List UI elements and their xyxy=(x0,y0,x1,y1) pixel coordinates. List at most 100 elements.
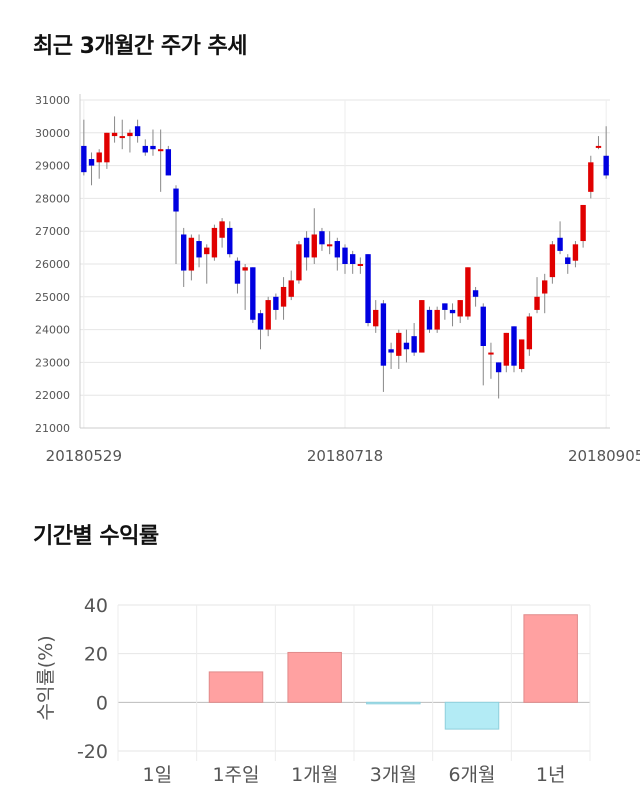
candle-body xyxy=(542,280,548,294)
x-tick-label: 1개월 xyxy=(291,764,338,786)
returns-chart-title: 기간별 수익률 xyxy=(33,524,159,549)
candle-body xyxy=(588,162,594,192)
y-tick-label: 27000 xyxy=(35,225,70,238)
candle-body xyxy=(396,332,402,356)
candle-body xyxy=(127,132,133,137)
x-tick-label: 6개월 xyxy=(448,764,495,786)
candle-body xyxy=(380,303,387,366)
candle-body xyxy=(357,264,364,266)
candle-body xyxy=(119,136,125,139)
candle-body xyxy=(426,309,433,330)
y-tick-label: 26000 xyxy=(35,258,70,271)
candle-body xyxy=(495,362,502,373)
y-tick-label: 29000 xyxy=(35,160,70,173)
candle-body xyxy=(349,254,356,264)
candle-body xyxy=(173,188,179,212)
candle-body xyxy=(488,352,494,355)
y-axis-label: 수익률(%) xyxy=(35,635,57,720)
candle-body xyxy=(288,280,294,297)
candle-body xyxy=(211,227,218,258)
candle-body xyxy=(442,303,448,310)
candle-body xyxy=(250,267,256,320)
y-tick-label: 28000 xyxy=(35,192,70,205)
y-tick-label: 21000 xyxy=(35,422,70,435)
y-tick-label: 30000 xyxy=(35,127,70,140)
candle-body xyxy=(280,286,287,307)
y-tick-label: 31000 xyxy=(35,94,70,107)
candle-body xyxy=(111,132,118,137)
y-tick-label: 40 xyxy=(84,595,108,617)
candle-body xyxy=(326,244,333,247)
candle-body xyxy=(134,126,141,137)
candle-body xyxy=(595,145,602,148)
candle-body xyxy=(303,237,310,258)
candle-body xyxy=(365,254,371,324)
candle-body xyxy=(419,300,425,353)
x-tick-label: 20180718 xyxy=(307,447,383,465)
x-tick-label: 1년 xyxy=(536,764,566,786)
candle-body xyxy=(219,221,225,238)
candle-body xyxy=(580,204,586,242)
x-tick-label: 20180905 xyxy=(568,447,640,465)
candle-body xyxy=(518,339,525,369)
candle-body xyxy=(472,290,479,297)
y-tick-label: 24000 xyxy=(35,324,70,337)
candle-body xyxy=(342,247,348,264)
candle-body xyxy=(557,237,563,251)
price-chart-title: 최근 3개월간 주가 추세 xyxy=(33,34,247,59)
candle-body xyxy=(227,227,233,255)
candle-body xyxy=(457,300,463,317)
candle-body xyxy=(257,313,264,330)
candle-body xyxy=(181,234,187,271)
candle-body xyxy=(572,244,579,261)
candle-body xyxy=(104,132,110,163)
candle-body xyxy=(96,152,102,163)
candle-body xyxy=(534,296,540,310)
candle-body xyxy=(242,267,248,271)
x-tick-label: 1일 xyxy=(143,764,173,786)
candle-body xyxy=(88,159,95,166)
y-tick-label: 0 xyxy=(96,692,108,714)
candle-body xyxy=(319,231,325,245)
candle-body xyxy=(296,244,302,281)
y-tick-label: -20 xyxy=(77,741,108,763)
candle-body xyxy=(204,247,210,255)
y-tick-label: 23000 xyxy=(35,356,70,369)
bar xyxy=(444,701,500,730)
candle-body xyxy=(311,234,317,258)
candle-body xyxy=(434,309,440,330)
y-tick-label: 20 xyxy=(84,644,108,666)
candle-body xyxy=(480,306,486,346)
candle-body xyxy=(603,155,609,176)
candle-body xyxy=(142,145,148,153)
y-tick-label: 25000 xyxy=(35,291,70,304)
candle-body xyxy=(526,316,533,350)
candle-body xyxy=(188,237,195,271)
candlestick-chart: 31000 30000 29000 28000 27000 26000 25000 24000… xyxy=(35,94,640,465)
candle-body xyxy=(234,260,241,284)
bar xyxy=(208,671,264,703)
y-tick-label: 22000 xyxy=(35,389,70,402)
candle-body xyxy=(565,257,571,264)
candle-body xyxy=(81,145,87,173)
candle-body xyxy=(273,296,279,310)
candle-body xyxy=(411,336,417,353)
candle-body xyxy=(373,309,379,327)
candle-body xyxy=(334,241,341,258)
candle-body xyxy=(165,149,172,176)
candle-body xyxy=(157,149,164,152)
x-tick-label: 3개월 xyxy=(370,764,417,786)
candle-body xyxy=(511,326,517,366)
candle-body xyxy=(196,241,202,258)
candle-body xyxy=(449,309,456,314)
candle-body xyxy=(388,349,394,353)
candle-body xyxy=(549,244,556,278)
candle-body xyxy=(503,332,509,366)
bar xyxy=(287,651,342,703)
candle-body xyxy=(465,267,471,317)
bar xyxy=(366,701,421,705)
x-tick-label: 1주일 xyxy=(212,764,259,786)
x-tick-label: 20180529 xyxy=(46,447,122,465)
candle-body xyxy=(150,145,156,150)
candle-body xyxy=(403,342,410,350)
